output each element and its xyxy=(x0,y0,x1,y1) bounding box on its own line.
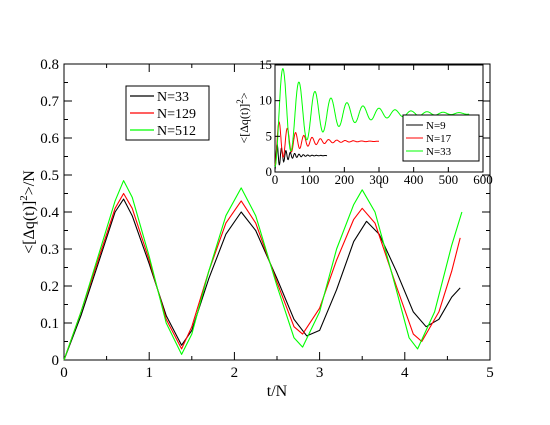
main-axis-ticks: 0 1 2 3 4 5 0 0.1 0.2 0.3 0.4 0.5 0.6 0.7 0.8 xyxy=(40,57,494,381)
main-legend: N=33 N=129 N=512 xyxy=(125,85,210,141)
main-series-line-n512 xyxy=(63,180,463,361)
main-y-axis-label: <[Δq(t)]2>/N xyxy=(18,170,38,254)
main-legend-label-n33: N=33 xyxy=(157,90,189,105)
main-x-tick-label: 1 xyxy=(145,365,153,381)
inset-y-tick-label: 5 xyxy=(266,128,273,143)
main-y-axis-label-sup: 2 xyxy=(18,195,30,201)
inset-y-tick-label: 0 xyxy=(266,164,273,179)
main-legend-label-n129: N=129 xyxy=(157,107,196,122)
main-y-tick-label: 0.7 xyxy=(40,94,59,110)
main-y-tick-label: 0 xyxy=(52,353,60,369)
main-x-tick-label: 2 xyxy=(231,365,239,381)
inset-y-axis-label-sup: 2 xyxy=(235,99,245,104)
main-series-line-n33 xyxy=(63,198,461,361)
inset-x-tick-label: 600 xyxy=(473,172,493,187)
inset-legend: N=9 N=17 N=33 xyxy=(402,114,480,162)
main-x-tick-label: 5 xyxy=(486,365,494,381)
inset-x-tick-label: 500 xyxy=(439,172,459,187)
inset-legend-label-n9: N=9 xyxy=(426,120,446,132)
inset-x-tick-label: 300 xyxy=(369,172,389,187)
main-series-lines xyxy=(63,180,463,361)
main-series-line-n129 xyxy=(63,192,461,361)
inset-series-line-n9 xyxy=(274,143,328,170)
inset-x-tick-label: 0 xyxy=(272,172,279,187)
inset-legend-label-n17: N=17 xyxy=(426,133,452,145)
inset-axis-ticks: 0 100 200 300 400 500 600 0 5 10 15 xyxy=(259,57,493,187)
main-y-tick-label: 0.4 xyxy=(40,205,59,221)
main-y-tick-label: 0.2 xyxy=(40,279,59,295)
inset-y-axis-label-base: <[Δq(t)] xyxy=(237,104,251,144)
main-y-tick-label: 0.6 xyxy=(40,131,59,147)
main-y-axis-label-tail: >/N xyxy=(21,170,38,195)
inset-y-tick-label: 15 xyxy=(259,57,272,72)
inset-y-axis-label-tail: > xyxy=(237,92,251,99)
main-x-tick-label: 4 xyxy=(401,365,409,381)
inset-x-tick-label: 100 xyxy=(300,172,320,187)
main-legend-label-n512: N=512 xyxy=(157,124,196,139)
inset-x-tick-label: 400 xyxy=(404,172,424,187)
inset-y-axis-label: <[Δq(t)]2> xyxy=(235,92,251,143)
main-x-tick-label: 3 xyxy=(316,365,324,381)
main-y-tick-label: 0.1 xyxy=(40,316,59,332)
inset-x-tick-label: 200 xyxy=(335,172,355,187)
inset-legend-label-n33: N=33 xyxy=(426,146,452,158)
main-y-axis-label-base: <[Δq(t)] xyxy=(21,201,38,254)
main-x-tick-label: 0 xyxy=(60,365,68,381)
main-x-axis-label: t/N xyxy=(267,383,288,400)
main-y-tick-label: 0.5 xyxy=(40,168,59,184)
inset-y-tick-label: 10 xyxy=(259,93,272,108)
inset-x-axis-label: t xyxy=(379,177,383,191)
main-y-tick-label: 0.8 xyxy=(40,57,59,73)
inset-series-line-n17 xyxy=(274,121,379,166)
main-y-tick-label: 0.3 xyxy=(40,242,59,258)
